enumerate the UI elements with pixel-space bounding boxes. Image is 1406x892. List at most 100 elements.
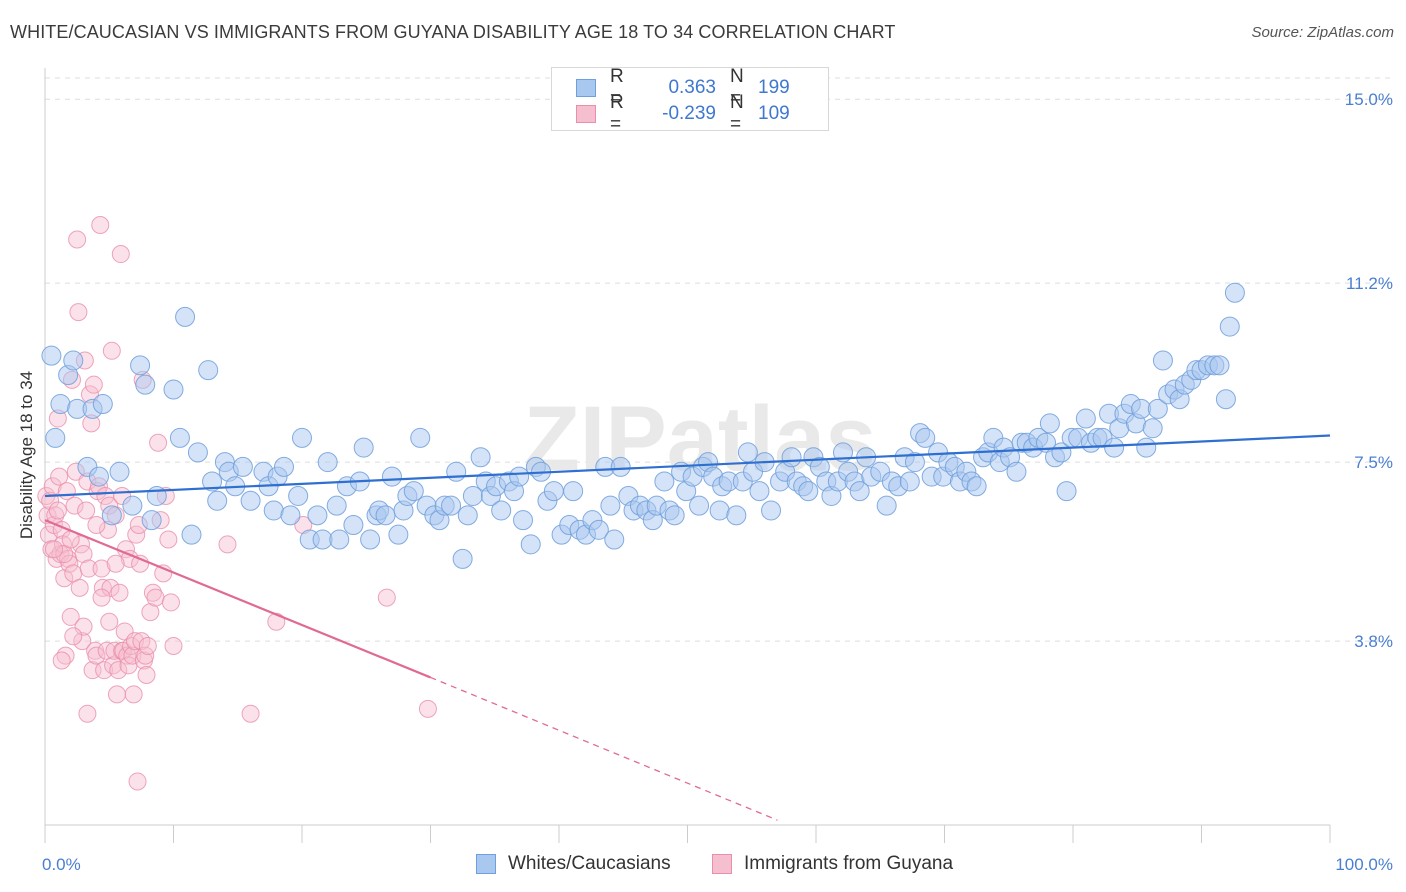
white-point xyxy=(1147,398,1168,419)
bottom-legend-guyana: Immigrants from Guyana xyxy=(712,852,953,876)
white-point xyxy=(689,495,710,516)
white-point xyxy=(45,427,66,448)
white-point xyxy=(388,524,409,545)
white-point xyxy=(563,481,584,502)
white-point xyxy=(41,345,62,366)
white-point xyxy=(141,510,162,531)
guyana-point xyxy=(65,496,84,515)
guyana-point xyxy=(79,559,98,578)
white-point xyxy=(1142,418,1163,439)
guyana-point xyxy=(418,699,437,718)
axes xyxy=(44,68,1331,843)
bottom-legend-whites: Whites/Caucasians xyxy=(476,852,671,876)
white-point xyxy=(1224,282,1245,303)
guyana-point xyxy=(159,530,178,549)
white-point xyxy=(50,394,71,415)
white-point xyxy=(403,481,424,502)
whites-trend-line xyxy=(44,434,1331,498)
white-point xyxy=(169,427,190,448)
guyana-point xyxy=(64,627,83,646)
guyana-point xyxy=(149,433,168,452)
legend-row-guyana: R = -0.239 N = 109 xyxy=(576,92,790,135)
guyana-point xyxy=(91,216,110,234)
trend-lines xyxy=(44,434,1331,821)
guyana-point xyxy=(241,704,260,723)
x-tick-label: 100.0% xyxy=(1335,855,1393,874)
white-point xyxy=(1006,461,1027,482)
white-point xyxy=(1209,355,1230,376)
guyana-point xyxy=(61,607,80,626)
legend-n-label: N = xyxy=(730,66,744,109)
white-point xyxy=(749,481,770,502)
bottom-legend-swatch-pink xyxy=(712,854,732,874)
guyana-point xyxy=(93,578,112,597)
white-point xyxy=(1152,350,1173,371)
white-point xyxy=(381,466,402,487)
guyana-point xyxy=(118,646,137,665)
white-point xyxy=(326,495,347,516)
guyana-point xyxy=(77,501,96,520)
guyana-point xyxy=(50,467,69,486)
white-point xyxy=(329,529,350,550)
guyana-trend-extension xyxy=(430,676,778,821)
white-point xyxy=(452,548,473,569)
white-point xyxy=(280,505,301,526)
white-point xyxy=(312,529,333,550)
white-point xyxy=(604,529,625,550)
legend-r-value: 0.363 xyxy=(668,77,716,98)
guyana-point xyxy=(218,535,237,554)
white-point xyxy=(101,505,122,526)
guyana-points xyxy=(37,216,437,791)
grid-lines xyxy=(45,77,1392,642)
white-point xyxy=(353,437,374,458)
guyana-point xyxy=(92,588,111,607)
guyana-point xyxy=(73,632,92,651)
white-point xyxy=(274,456,295,477)
white-point xyxy=(175,306,196,327)
white-point xyxy=(509,466,530,487)
white-point xyxy=(513,510,534,531)
white-point xyxy=(904,452,925,473)
white-point xyxy=(654,471,675,492)
guyana-point xyxy=(55,569,74,588)
white-point xyxy=(1056,481,1077,502)
white-point xyxy=(664,505,685,526)
y-tick-label: 15.0% xyxy=(1345,90,1393,109)
white-point xyxy=(375,505,396,526)
white-point xyxy=(360,529,381,550)
white-point xyxy=(317,452,338,473)
white-point xyxy=(610,456,631,477)
guyana-point xyxy=(141,603,160,622)
guyana-point xyxy=(84,375,103,394)
guyana-point xyxy=(146,588,165,607)
white-point xyxy=(441,495,462,516)
white-point xyxy=(288,485,309,506)
white-point xyxy=(457,505,478,526)
source-label: Source: ZipAtlas.com xyxy=(1251,24,1394,41)
guyana-point xyxy=(100,612,119,631)
guyana-point xyxy=(107,685,126,704)
guyana-trend-line xyxy=(44,519,431,679)
white-point xyxy=(88,466,109,487)
guyana-point xyxy=(69,303,88,322)
white-point xyxy=(1104,437,1125,458)
guyana-point xyxy=(68,230,87,249)
guyana-point xyxy=(110,583,129,602)
y-axis-label: Disability Age 18 to 34 xyxy=(17,371,36,539)
white-point xyxy=(202,471,223,492)
white-point xyxy=(240,490,261,511)
white-point xyxy=(1131,398,1152,419)
guyana-point xyxy=(111,245,130,264)
white-point xyxy=(1036,432,1057,453)
white-point xyxy=(63,350,84,371)
bottom-legend-label-whites: Whites/Caucasians xyxy=(508,853,671,874)
x-tick-label: 0.0% xyxy=(42,855,81,874)
legend-n-label: N = xyxy=(730,92,744,135)
guyana-point xyxy=(60,554,79,573)
y-tick-label: 11.2% xyxy=(1346,274,1393,293)
white-point xyxy=(446,461,467,482)
legend-swatch-pink xyxy=(576,105,596,123)
guyana-point xyxy=(267,612,286,631)
white-point xyxy=(462,485,483,506)
white-point xyxy=(966,476,987,497)
